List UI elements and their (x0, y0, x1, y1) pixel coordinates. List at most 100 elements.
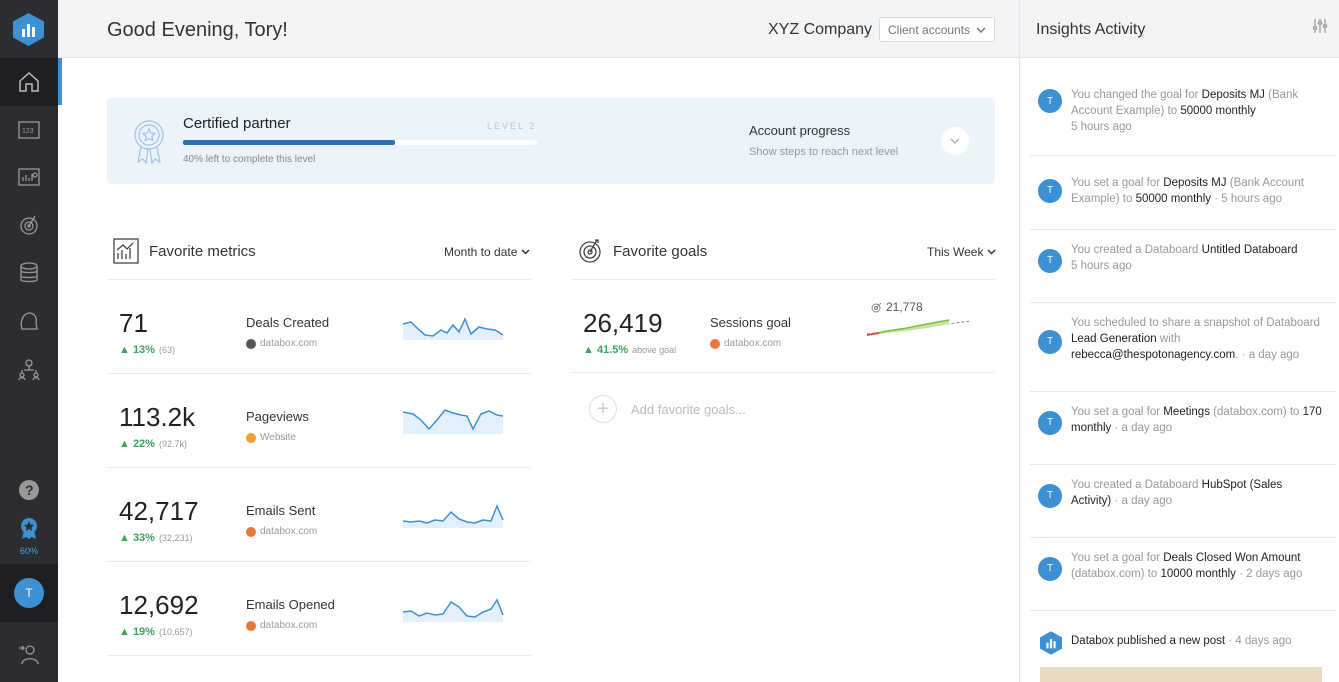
account-progress-expand[interactable] (941, 127, 969, 155)
insight-target[interactable]: 50000 monthly (1180, 105, 1256, 117)
insight-subject[interactable]: Deposits MJ (1163, 177, 1227, 189)
company-name: XYZ Company (768, 21, 873, 38)
insight-pre: You scheduled to share a snapshot of Dat… (1071, 317, 1320, 329)
user-avatar-button[interactable]: T (0, 564, 58, 622)
plus-icon: + (589, 395, 617, 423)
sidebar-item-datasources[interactable] (0, 249, 58, 297)
metric-source: databox.com (246, 338, 317, 349)
goal-target-value: 21,778 (886, 300, 923, 314)
metrics-range-dropdown[interactable]: Month to date (444, 245, 530, 259)
insight-time: 5 hours ago (1071, 121, 1132, 133)
sidebar-item-alerts[interactable] (0, 297, 58, 345)
sidebar-item-users[interactable] (0, 345, 58, 393)
goal-source: databox.com (710, 338, 781, 349)
insight-subject[interactable]: Meetings (1163, 406, 1210, 418)
client-accounts-dropdown[interactable]: Client accounts (879, 17, 995, 42)
sparkline-chart (403, 317, 504, 340)
metric-change: ▲ 13% (63) (119, 344, 175, 356)
insight-subject[interactable]: HubSpot (Sales Activity) (1071, 479, 1283, 507)
insight-subject[interactable]: Untitled Databoard (1201, 244, 1298, 256)
switch-account-icon (19, 645, 39, 665)
metric-row-pageviews[interactable]: 113.2k ▲ 22% (92.7k) Pageviews Website (107, 373, 531, 467)
insight-item[interactable]: T You changed the goal for Deposits MJ (B… (1030, 73, 1336, 156)
insight-text: You created a Databoard HubSpot (Sales A… (1071, 477, 1323, 509)
favorite-goals-header: Favorite goals (577, 223, 707, 279)
level-label: LEVEL 2 (487, 121, 537, 131)
metric-change: ▲ 33% (32,231) (119, 532, 193, 544)
goals-icon (20, 215, 38, 235)
active-indicator (58, 58, 62, 105)
insights-title: Insights Activity (1036, 21, 1146, 38)
avatar: T (1038, 248, 1062, 273)
sidebar-help[interactable]: ? (0, 466, 58, 514)
metric-change-percent: ▲ 19% (119, 626, 155, 638)
insight-subject[interactable]: Deposits MJ (1201, 89, 1265, 101)
insight-time: 5 hours ago (1221, 193, 1282, 205)
insight-time: a day ago (1121, 495, 1172, 507)
home-icon (19, 71, 39, 92)
insight-mid: (Bank Account Example) to (1071, 89, 1299, 117)
main-content: Good Evening, Tory! XYZ Company Client a… (58, 0, 1019, 682)
insight-mid: (Bank Account Example) to (1071, 177, 1304, 205)
insight-item[interactable]: T You set a goal for Deals Closed Won Amo… (1030, 538, 1336, 611)
goal-row-sessions[interactable]: 26,419 ▲ 41.5% above goal Sessions goal d… (571, 279, 995, 373)
insight-target[interactable]: 50000 monthly (1135, 193, 1212, 205)
databoard-icon (18, 168, 40, 186)
insight-target[interactable]: 170 monthly (1071, 406, 1322, 434)
insight-target[interactable]: 10000 monthly (1160, 568, 1236, 580)
insight-item[interactable]: T You scheduled to share a snapshot of Da… (1030, 303, 1336, 392)
sidebar-item-goals[interactable] (0, 201, 58, 249)
metric-name: Emails Sent (246, 503, 316, 518)
databox-logo-icon[interactable] (13, 13, 44, 46)
insight-sep: . · (1235, 349, 1249, 361)
metric-change-percent: ▲ 13% (119, 344, 155, 356)
metric-row-deals-created[interactable]: 71 ▲ 13% (63) Deals Created databox.com (107, 279, 531, 373)
datasource-icon (246, 432, 256, 443)
insight-text: You set a goal for Meetings (databox.com… (1071, 404, 1323, 436)
insight-item[interactable]: T You created a Databoard Untitled Databo… (1030, 230, 1336, 303)
databoard-icon (113, 238, 139, 264)
metric-row-emails-sent[interactable]: 42,717 ▲ 33% (32,231) Emails Sent databox… (107, 467, 531, 561)
filter-settings-icon[interactable] (1312, 18, 1328, 34)
insight-sep: · (1111, 495, 1122, 507)
insights-panel: Insights Activity T You changed the goal … (1019, 0, 1339, 682)
insight-text: Databox published a new post (1071, 635, 1226, 647)
metric-row-emails-opened[interactable]: 12,692 ▲ 19% (10,657) Emails Opened datab… (107, 561, 531, 655)
insight-subject[interactable]: Deals Closed Won Amount (1163, 552, 1301, 564)
insight-item[interactable]: T You set a goal for Deposits MJ (Bank Ac… (1030, 163, 1336, 230)
insight-item-blog-post[interactable]: Databox published a new post · 4 days ag… (1071, 635, 1292, 647)
insight-text: You scheduled to share a snapshot of Dat… (1071, 315, 1323, 363)
insight-time: a day ago (1121, 422, 1173, 434)
metric-source-label: databox.com (260, 620, 318, 631)
insight-text: You set a goal for Deposits MJ (Bank Acc… (1071, 175, 1323, 207)
insight-time: 4 days ago (1235, 635, 1292, 647)
goal-source-label: databox.com (724, 338, 782, 349)
goal-note: above goal (632, 345, 677, 355)
sidebar-item-databoards[interactable] (0, 153, 58, 201)
insight-text: You set a goal for Deals Closed Won Amou… (1071, 550, 1323, 582)
client-accounts-label: Client accounts (888, 22, 971, 37)
sidebar-certified-badge[interactable] (0, 508, 58, 548)
insight-pre: You set a goal for (1071, 552, 1164, 564)
sidebar-switch-account[interactable] (0, 630, 58, 678)
svg-text:?: ? (25, 482, 34, 498)
add-favorite-goals-button[interactable]: + Add favorite goals... (589, 395, 746, 423)
metric-value: 113.2k (119, 402, 196, 432)
insight-target[interactable]: rebecca@thespotonagency.com (1071, 349, 1236, 361)
insight-item[interactable]: T You created a Databoard HubSpot (Sales … (1030, 465, 1336, 538)
insight-item[interactable]: T You set a goal for Meetings (databox.co… (1030, 392, 1336, 465)
goals-range-dropdown[interactable]: This Week (927, 245, 996, 259)
sidebar-item-home[interactable] (0, 58, 58, 106)
insight-pre: You changed the goal for (1071, 89, 1202, 101)
users-icon (18, 359, 40, 381)
blog-post-thumbnail[interactable] (1040, 667, 1322, 682)
favorite-metrics-title: Favorite metrics (149, 242, 256, 260)
avatar: T (1038, 483, 1062, 508)
goal-target: 21,778 (871, 300, 923, 314)
metric-change-percent: ▲ 22% (119, 438, 155, 450)
sidebar-item-numbers[interactable]: 123 (0, 106, 58, 154)
add-favorite-goals-label: Add favorite goals... (631, 401, 746, 417)
insight-sep: · (1235, 568, 1247, 580)
insight-subject[interactable]: Lead Generation (1071, 333, 1157, 345)
certified-partner-card[interactable]: Certified partner LEVEL 2 40% left to co… (107, 98, 995, 184)
